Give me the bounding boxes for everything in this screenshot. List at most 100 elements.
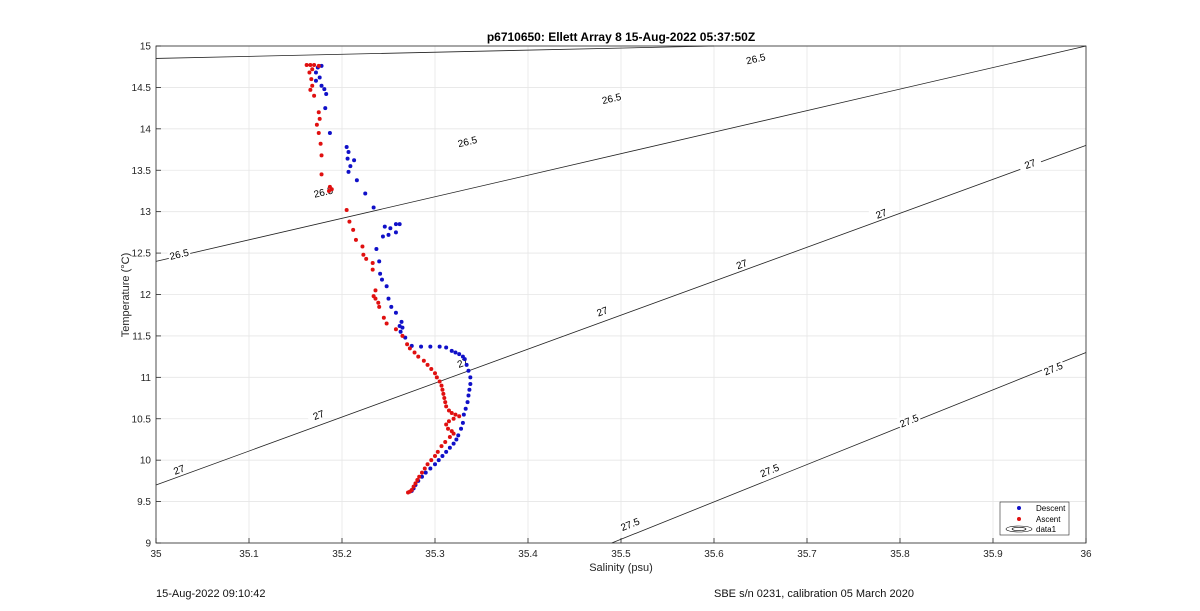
- y-tick-label: 11.5: [132, 331, 151, 342]
- footer-timestamp: 15-Aug-2022 09:10:42: [156, 588, 266, 600]
- x-tick-label: 35.6: [704, 549, 724, 560]
- ascent-point: [441, 391, 446, 396]
- x-axis-label: Salinity (psu): [589, 562, 653, 574]
- ascent-point: [318, 141, 323, 146]
- contour-label: 27: [1023, 158, 1038, 172]
- descent-point: [377, 259, 382, 264]
- ascent-point: [443, 400, 448, 405]
- y-tick-label: 12: [140, 290, 152, 301]
- descent-point: [379, 277, 384, 282]
- descent-point: [352, 158, 357, 163]
- ascent-point: [360, 244, 365, 249]
- legend-ascent-label: Ascent: [1036, 515, 1061, 524]
- contour-label-bg: [450, 352, 475, 371]
- chart-title: p6710650: Ellett Array 8 15-Aug-2022 05:…: [487, 30, 755, 44]
- contour-label: 27: [595, 305, 610, 319]
- ascent-point: [400, 333, 405, 338]
- contour-label-bg: [729, 254, 754, 273]
- ascent-point: [310, 67, 315, 72]
- descent-point: [454, 437, 459, 442]
- y-axis-label: Temperature (°C): [120, 253, 132, 337]
- ascent-point: [316, 110, 321, 115]
- descent-point: [323, 106, 328, 111]
- ascent-point: [370, 261, 375, 266]
- descent-point: [354, 178, 359, 183]
- descent-point: [444, 345, 449, 350]
- ascent-point: [316, 63, 321, 68]
- descent-point: [468, 375, 473, 380]
- ascent-point: [419, 470, 424, 475]
- descent-point: [456, 433, 461, 438]
- ascent-point: [425, 462, 430, 467]
- descent-point: [453, 350, 458, 355]
- ascent-point: [405, 342, 410, 347]
- ascent-point: [449, 410, 454, 415]
- legend-contour-icon: [1005, 525, 1033, 533]
- legend-data1-label: data1: [1036, 525, 1057, 534]
- ascent-point: [312, 63, 317, 68]
- data-points: [304, 63, 473, 495]
- ascent-point: [393, 327, 398, 332]
- ascent-point: [307, 70, 312, 75]
- ascent-point: [304, 63, 309, 68]
- ascent-point: [351, 227, 356, 232]
- descent-point: [382, 224, 387, 229]
- descent-point: [400, 325, 405, 330]
- ascent-point: [406, 490, 411, 495]
- ascent-point: [376, 300, 381, 305]
- ascent-point: [384, 321, 389, 326]
- descent-point: [468, 381, 473, 386]
- descent-point: [393, 230, 398, 235]
- descent-point: [467, 387, 472, 392]
- x-tick-label: 35.2: [332, 549, 352, 560]
- contour-label-bg: [868, 203, 894, 222]
- x-tick-label: 35.5: [611, 549, 631, 560]
- descent-point: [466, 368, 471, 373]
- legend: Descent Ascent data1: [999, 501, 1070, 536]
- descent-point: [398, 329, 403, 334]
- contour-label-bg: [166, 459, 191, 478]
- ascent-point: [435, 449, 440, 454]
- descent-point: [447, 445, 452, 450]
- contour-label: 26.5: [601, 92, 623, 107]
- ascent-point: [421, 358, 426, 363]
- ascent-point: [412, 350, 417, 355]
- descent-point: [319, 63, 324, 68]
- ascent-point: [309, 77, 314, 82]
- descent-point: [428, 466, 433, 471]
- descent-point: [460, 420, 465, 425]
- ascent-point: [407, 346, 412, 351]
- legend-descent-label: Descent: [1036, 504, 1066, 513]
- contour-line-27.5: [611, 352, 1087, 544]
- ascent-point: [377, 304, 382, 309]
- contour-label: 27: [172, 463, 187, 477]
- ascent-point: [364, 256, 369, 261]
- y-tick-labels: 9 9.5 10 10.5 11 11.5 12 12.5 13 13.5 14 14.5 15: [132, 42, 152, 550]
- x-tick-label: 35.3: [425, 549, 445, 560]
- descent-point: [348, 164, 353, 169]
- ascent-point: [422, 466, 427, 471]
- descent-point: [313, 78, 318, 83]
- contour-label-bg: [166, 245, 191, 262]
- ascent-point: [447, 434, 452, 439]
- legend-box: [999, 501, 1070, 536]
- ascent-point: [429, 367, 434, 372]
- descent-point: [436, 458, 441, 463]
- ascent-point: [370, 267, 375, 272]
- y-tick-label: 14: [140, 124, 152, 135]
- ascent-point: [457, 414, 462, 419]
- ascent-point: [344, 208, 349, 213]
- ascent-point: [439, 444, 444, 449]
- descent-point: [419, 474, 424, 479]
- contour-label-bg: [599, 89, 624, 106]
- descent-point: [451, 441, 456, 446]
- ascent-point: [451, 416, 456, 421]
- contour-label-bg: [896, 410, 921, 430]
- descent-point: [322, 87, 327, 92]
- footer-calibration: SBE s/n 0231, calibration 05 March 2020: [714, 588, 914, 600]
- ascent-point: [433, 454, 437, 459]
- ascent-point: [444, 422, 449, 427]
- x-tick-label: 35.1: [239, 549, 259, 560]
- contour-label: 27: [312, 409, 327, 423]
